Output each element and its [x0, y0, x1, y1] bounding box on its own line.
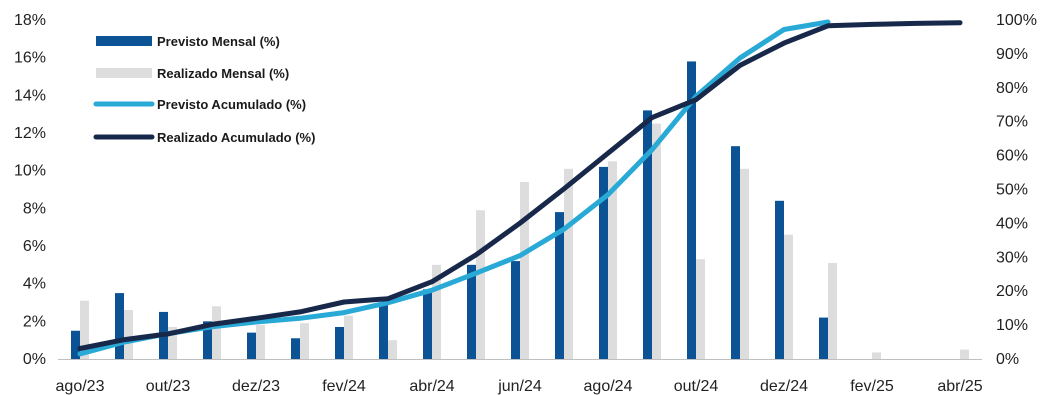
x-tick-label: abr/24 — [409, 378, 454, 395]
x-tick-label: dez/24 — [760, 378, 808, 395]
legend: Previsto Mensal (%) Realizado Mensal (%) P… — [93, 34, 315, 145]
right-tick-label: 50% — [996, 182, 1028, 199]
legend-label: Realizado Acumulado (%) — [157, 130, 315, 145]
legend-item: Previsto Mensal (%) — [96, 34, 280, 49]
left-tick-label: 14% — [14, 87, 46, 104]
legend-item: Realizado Mensal (%) — [96, 66, 289, 81]
left-tick-label: 4% — [23, 276, 46, 293]
bar-previsto-mensal — [291, 338, 300, 359]
legend-item: Previsto Acumulado (%) — [93, 97, 306, 112]
bar-previsto-mensal — [775, 200, 784, 359]
right-tick-label: 0% — [996, 351, 1019, 368]
legend-item: Realizado Acumulado (%) — [93, 130, 315, 145]
left-tick-label: 12% — [14, 125, 46, 142]
bar-realizado-mensal — [784, 234, 793, 359]
line-realizado-acumulado — [77, 20, 963, 351]
bars — [71, 61, 969, 360]
right-tick-label: 30% — [996, 249, 1028, 266]
bar-previsto-mensal — [203, 321, 212, 359]
bar-previsto-mensal — [467, 264, 476, 359]
x-tick-label: ago/23 — [56, 378, 105, 395]
bar-realizado-mensal — [168, 326, 177, 359]
bar-realizado-mensal — [124, 310, 133, 359]
left-tick-label: 16% — [14, 50, 46, 67]
bar-previsto-mensal — [71, 330, 80, 359]
bar-realizado-mensal — [300, 323, 309, 359]
bar-realizado-mensal — [872, 352, 881, 359]
bar-realizado-mensal — [652, 123, 661, 359]
bar-previsto-mensal — [555, 212, 564, 359]
x-tick-label: jun/24 — [497, 378, 542, 395]
x-tick-label: out/24 — [674, 378, 719, 395]
lines — [77, 19, 963, 357]
right-tick-label: 10% — [996, 317, 1028, 334]
bar-previsto-mensal — [423, 289, 432, 359]
bar-previsto-mensal — [731, 146, 740, 359]
x-tick-label: fev/24 — [322, 378, 366, 395]
bar-realizado-mensal — [432, 264, 441, 359]
left-tick-label: 6% — [23, 238, 46, 255]
bar-realizado-mensal — [256, 325, 265, 359]
bar-realizado-mensal — [344, 315, 353, 359]
bar-realizado-mensal — [696, 259, 705, 359]
right-tick-label: 40% — [996, 215, 1028, 232]
bar-previsto-mensal — [247, 332, 256, 359]
right-tick-label: 100% — [996, 12, 1037, 29]
right-tick-label: 90% — [996, 46, 1028, 63]
right-tick-label: 80% — [996, 80, 1028, 97]
legend-swatch — [96, 36, 152, 46]
legend-swatch — [96, 68, 152, 78]
bar-realizado-mensal — [960, 349, 969, 359]
bar-realizado-mensal — [212, 306, 221, 359]
bar-realizado-mensal — [520, 181, 529, 359]
left-tick-label: 0% — [23, 351, 46, 368]
bar-previsto-mensal — [643, 110, 652, 360]
x-tick-label: abr/25 — [937, 378, 982, 395]
bar-realizado-mensal — [564, 168, 573, 359]
left-tick-label: 2% — [23, 313, 46, 330]
legend-label: Realizado Mensal (%) — [157, 66, 289, 81]
bar-previsto-mensal — [511, 261, 520, 359]
x-tick-label: dez/23 — [232, 378, 280, 395]
bar-realizado-mensal — [740, 168, 749, 359]
bar-previsto-mensal — [115, 293, 124, 359]
legend-label: Previsto Acumulado (%) — [157, 97, 306, 112]
bar-previsto-mensal — [335, 326, 344, 359]
bar-realizado-mensal — [828, 262, 837, 359]
right-tick-label: 20% — [996, 283, 1028, 300]
bar-realizado-mensal — [608, 161, 617, 359]
x-tick-label: out/23 — [146, 378, 191, 395]
legend-label: Previsto Mensal (%) — [157, 34, 280, 49]
left-tick-label: 8% — [23, 200, 46, 217]
bar-realizado-mensal — [80, 300, 89, 359]
x-tick-label: fev/25 — [850, 378, 894, 395]
x-tick-label: ago/24 — [584, 378, 633, 395]
right-tick-label: 60% — [996, 148, 1028, 165]
right-tick-label: 70% — [996, 114, 1028, 131]
tick-labels: 0% 2% 4% 6% 8% 10% 12% 14% 16% 18% 0% 10% 20% 30% 40% 5… — [14, 12, 1037, 395]
bar-previsto-mensal — [379, 304, 388, 359]
bar-realizado-mensal — [388, 340, 397, 359]
bar-realizado-mensal — [476, 210, 485, 359]
left-tick-label: 10% — [14, 163, 46, 180]
left-tick-label: 18% — [14, 12, 46, 29]
bar-previsto-mensal — [599, 166, 608, 359]
bar-previsto-mensal — [819, 317, 828, 359]
bar-previsto-mensal — [687, 61, 696, 359]
